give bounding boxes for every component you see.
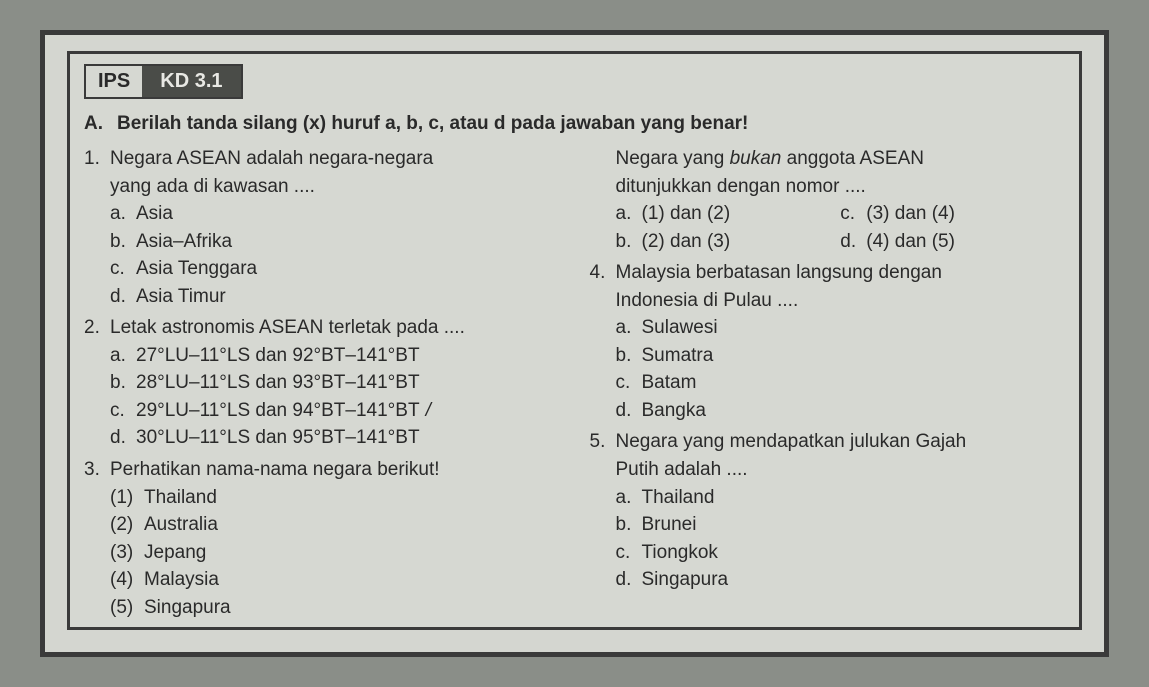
- q3-opt-c: (3) dan (4): [866, 200, 955, 228]
- q2-stem: Letak astronomis ASEAN terletak pada ...…: [110, 314, 560, 342]
- q4-body: Malaysia berbatasan langsung dengan Indo…: [616, 259, 1066, 424]
- question-3: 3. Perhatikan nama-nama negara berikut! …: [84, 456, 560, 621]
- q4-opt-c: Batam: [642, 369, 697, 397]
- opt-label-d: d.: [840, 228, 866, 256]
- question-2: 2. Letak astronomis ASEAN terletak pada …: [84, 314, 560, 452]
- q1-opt-c: Asia Tenggara: [136, 255, 257, 283]
- q2-opt-a: 27°LU–11°LS dan 92°BT–141°BT: [136, 342, 420, 370]
- kd-label: KD 3.1: [142, 66, 240, 97]
- q2-opt-b: 28°LU–11°LS dan 93°BT–141°BT: [136, 369, 420, 397]
- column-right: Negara yang bukan anggota ASEAN ditunjuk…: [590, 145, 1066, 625]
- opt-label-a: a.: [110, 200, 136, 228]
- opt-label-c: c.: [110, 397, 136, 425]
- q1-opt-a: Asia: [136, 200, 173, 228]
- q5-opt-c: Tiongkok: [642, 539, 718, 567]
- q3c-spacer: [590, 145, 616, 255]
- q1-stem-line2: yang ada di kawasan ....: [110, 173, 560, 201]
- q4-stem-line2: Indonesia di Pulau ....: [616, 287, 1066, 315]
- q5-number: 5.: [590, 428, 616, 593]
- q3-body: Perhatikan nama-nama negara berikut! (1)…: [110, 456, 560, 621]
- q2-opt-d: 30°LU–11°LS dan 95°BT–141°BT: [136, 424, 420, 452]
- item-label-1: (1): [110, 484, 144, 512]
- page-outer: IPS KD 3.1 A. Berilah tanda silang (x) h…: [40, 30, 1109, 657]
- question-5: 5. Negara yang mendapatkan julukan Gajah…: [590, 428, 1066, 593]
- q3-cont-bukan: bukan: [730, 148, 782, 169]
- question-4: 4. Malaysia berbatasan langsung dengan I…: [590, 259, 1066, 424]
- q3-item-3: Jepang: [144, 539, 206, 567]
- page-inner: IPS KD 3.1 A. Berilah tanda silang (x) h…: [67, 51, 1082, 630]
- q3c-body: Negara yang bukan anggota ASEAN ditunjuk…: [616, 145, 1066, 255]
- q3-opt-d: (4) dan (5): [866, 228, 955, 256]
- q3-item-4: Malaysia: [144, 566, 219, 594]
- q3-item-5: Singapura: [144, 594, 231, 622]
- item-label-3: (3): [110, 539, 144, 567]
- q2-body: Letak astronomis ASEAN terletak pada ...…: [110, 314, 560, 452]
- q3-number: 3.: [84, 456, 110, 621]
- q3-items: (1)Thailand (2)Australia (3)Jepang (4)Ma…: [110, 484, 560, 622]
- opt-label-a: a.: [110, 342, 136, 370]
- opt-label-c: c.: [616, 369, 642, 397]
- item-label-5: (5): [110, 594, 144, 622]
- q2-options: a.27°LU–11°LS dan 92°BT–141°BT b.28°LU–1…: [110, 342, 560, 452]
- columns: 1. Negara ASEAN adalah negara-negara yan…: [84, 145, 1065, 625]
- q3-stem: Perhatikan nama-nama negara berikut!: [110, 456, 560, 484]
- opt-label-d: d.: [616, 397, 642, 425]
- q5-stem-line1: Negara yang mendapatkan julukan Gajah: [616, 428, 1066, 456]
- q3-opt-b: (2) dan (3): [642, 228, 731, 256]
- q5-body: Negara yang mendapatkan julukan Gajah Pu…: [616, 428, 1066, 593]
- opt-label-b: b.: [616, 342, 642, 370]
- section-a-instruction: A. Berilah tanda silang (x) huruf a, b, …: [84, 113, 1065, 135]
- item-label-2: (2): [110, 511, 144, 539]
- question-3-continuation: Negara yang bukan anggota ASEAN ditunjuk…: [590, 145, 1066, 255]
- q4-options: a.Sulawesi b.Sumatra c.Batam d.Bangka: [616, 314, 1066, 424]
- opt-label-b: b.: [110, 369, 136, 397]
- q5-stem-line2: Putih adalah ....: [616, 456, 1066, 484]
- q3-cont-line1-pre: Negara yang: [616, 148, 730, 169]
- section-text: Berilah tanda silang (x) huruf a, b, c, …: [117, 113, 748, 135]
- header-box: IPS KD 3.1: [84, 64, 243, 99]
- q3-opt-a: (1) dan (2): [642, 200, 731, 228]
- question-1: 1. Negara ASEAN adalah negara-negara yan…: [84, 145, 560, 310]
- item-label-4: (4): [110, 566, 144, 594]
- opt-label-d: d.: [110, 424, 136, 452]
- q3-options-row2: b.(2) dan (3) d.(4) dan (5): [616, 228, 1066, 256]
- opt-label-b: b.: [616, 228, 642, 256]
- q2-opt-c: 29°LU–11°LS dan 94°BT–141°BT: [136, 397, 420, 425]
- q1-body: Negara ASEAN adalah negara-negara yang a…: [110, 145, 560, 310]
- q3-options-row1: a.(1) dan (2) c.(3) dan (4): [616, 200, 1066, 228]
- opt-label-d: d.: [110, 283, 136, 311]
- q5-options: a.Thailand b.Brunei c.Tiongkok d.Singapu…: [616, 484, 1066, 594]
- opt-label-a: a.: [616, 484, 642, 512]
- q5-opt-b: Brunei: [642, 511, 697, 539]
- opt-label-a: a.: [616, 200, 642, 228]
- opt-label-d: d.: [616, 566, 642, 594]
- q4-stem-line1: Malaysia berbatasan langsung dengan: [616, 259, 1066, 287]
- q4-number: 4.: [590, 259, 616, 424]
- opt-label-c: c.: [840, 200, 866, 228]
- q4-opt-d: Bangka: [642, 397, 706, 425]
- column-left: 1. Negara ASEAN adalah negara-negara yan…: [84, 145, 560, 625]
- opt-label-b: b.: [616, 511, 642, 539]
- subject-label: IPS: [86, 66, 142, 97]
- q3-item-1: Thailand: [144, 484, 217, 512]
- q4-opt-b: Sumatra: [642, 342, 714, 370]
- q3-cont-line1-post: anggota ASEAN: [781, 148, 924, 169]
- section-letter: A.: [84, 113, 103, 135]
- opt-label-c: c.: [110, 255, 136, 283]
- q4-opt-a: Sulawesi: [642, 314, 718, 342]
- opt-label-c: c.: [616, 539, 642, 567]
- q3-cont-line2: ditunjukkan dengan nomor ....: [616, 173, 1066, 201]
- q1-number: 1.: [84, 145, 110, 310]
- q2-number: 2.: [84, 314, 110, 452]
- q1-opt-d: Asia Timur: [136, 283, 226, 311]
- q1-options: a.Asia b.Asia–Afrika c.Asia Tenggara d.A…: [110, 200, 560, 310]
- opt-label-a: a.: [616, 314, 642, 342]
- q5-opt-d: Singapura: [642, 566, 729, 594]
- q3-item-2: Australia: [144, 511, 218, 539]
- q1-opt-b: Asia–Afrika: [136, 228, 232, 256]
- q1-stem-line1: Negara ASEAN adalah negara-negara: [110, 145, 560, 173]
- opt-label-b: b.: [110, 228, 136, 256]
- stray-mark: /: [426, 397, 431, 425]
- q5-opt-a: Thailand: [642, 484, 715, 512]
